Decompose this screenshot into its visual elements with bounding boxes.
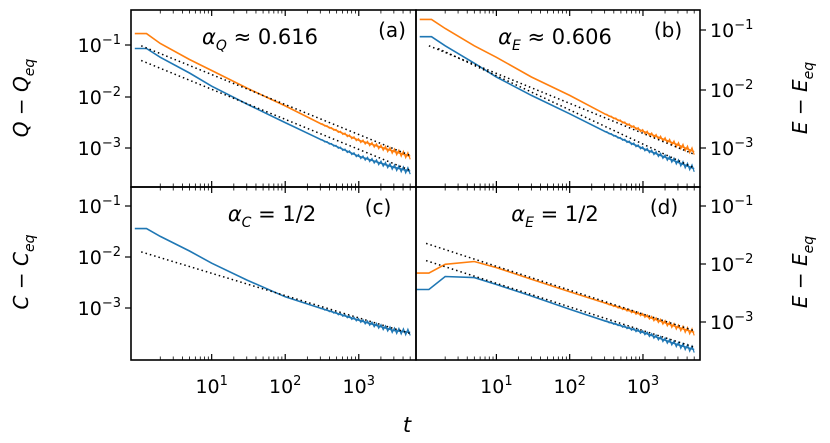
series-line bbox=[134, 47, 411, 172]
y-axis-label: Q − Qeq bbox=[9, 59, 38, 138]
fit-line bbox=[437, 47, 695, 169]
y-tick-label: 10−1 bbox=[78, 194, 121, 218]
series-group bbox=[134, 32, 411, 175]
series-line bbox=[416, 260, 695, 334]
y-ticks: 10−1 10−2 10−3 bbox=[700, 18, 753, 160]
exponent-annotation: αQ ≈ 0.616 bbox=[202, 25, 318, 54]
series-noise bbox=[320, 139, 411, 175]
series-group bbox=[134, 227, 411, 337]
panel-tag: (d) bbox=[650, 195, 678, 219]
fit-line bbox=[425, 259, 695, 348]
plots-layer: 10−1 10−2 10−3 (a) αQ ≈ 0.616 Q − Qeq 10−1 10−2… bbox=[9, 10, 817, 398]
y-axis-label: E − Eeq bbox=[788, 236, 817, 308]
x-axis-label: t bbox=[403, 413, 412, 437]
panel-b: 10−1 10−2 10−3 (b) αE ≈ 0.606 E − Eeq bbox=[419, 10, 817, 187]
x-tick-label: 103 bbox=[343, 374, 375, 398]
y-tick-label: 10−3 bbox=[710, 136, 753, 160]
frames-layer bbox=[130, 9, 701, 361]
y-tick-label: 10−1 bbox=[710, 18, 753, 42]
panel-tag: (c) bbox=[365, 195, 392, 219]
exponent-annotation: αE ≈ 0.606 bbox=[498, 25, 612, 54]
series-line bbox=[134, 227, 411, 334]
fit-line bbox=[425, 242, 695, 332]
panel-tag: (a) bbox=[378, 18, 406, 42]
y-tick-label: 10−1 bbox=[78, 33, 121, 57]
x-tick-label: 102 bbox=[269, 374, 301, 398]
y-tick-label: 10−2 bbox=[78, 245, 121, 269]
series-noise bbox=[604, 302, 695, 336]
y-axis-label: C − Ceq bbox=[9, 234, 38, 309]
y-tick-label: 10−2 bbox=[78, 85, 121, 109]
x-tick-label: 102 bbox=[553, 374, 585, 398]
panel-c: 10−1 10−2 10−3 (c) αC = 1/2 C − Ceq bbox=[9, 187, 417, 360]
x-tick-label: 101 bbox=[195, 374, 227, 398]
series-line bbox=[134, 32, 411, 158]
series-noise bbox=[604, 131, 695, 172]
y-tick-label: 10−3 bbox=[78, 296, 121, 320]
x-tick-labels: 101 102 103 101 102 103 bbox=[195, 374, 659, 398]
y-tick-label: 10−3 bbox=[78, 136, 121, 160]
panel-d: 10−1 10−2 10−3 (d) αE = 1/2 E − Eeq bbox=[416, 187, 817, 360]
fit-line bbox=[140, 59, 411, 172]
series-noise bbox=[604, 320, 695, 353]
fit-line bbox=[140, 45, 411, 157]
series-group bbox=[419, 18, 695, 172]
y-ticks: 10−1 10−2 10−3 bbox=[78, 33, 131, 160]
series-noise bbox=[320, 307, 411, 337]
exponent-annotation: αE = 1/2 bbox=[511, 202, 598, 231]
series-group bbox=[416, 242, 695, 353]
y-ticks: 10−1 10−2 10−3 bbox=[78, 194, 131, 320]
y-ticks: 10−1 10−2 10−3 bbox=[700, 194, 753, 334]
x-tick-label: 101 bbox=[480, 374, 512, 398]
y-axis-label: E − Eeq bbox=[788, 62, 817, 134]
panel-frame bbox=[415, 186, 701, 361]
y-tick-label: 10−1 bbox=[710, 194, 753, 218]
panel-tag: (b) bbox=[654, 18, 682, 42]
exponent-annotation: αC = 1/2 bbox=[228, 202, 316, 231]
series-noise bbox=[604, 113, 695, 155]
panel-a: 10−1 10−2 10−3 (a) αQ ≈ 0.616 Q − Qeq bbox=[9, 10, 417, 187]
y-tick-label: 10−3 bbox=[710, 310, 753, 334]
series-noise bbox=[320, 123, 411, 160]
y-tick-label: 10−2 bbox=[710, 252, 753, 276]
series-line bbox=[419, 35, 695, 170]
y-tick-label: 10−2 bbox=[710, 78, 753, 102]
fit-line bbox=[428, 45, 695, 155]
x-tick-label: 103 bbox=[627, 374, 659, 398]
fit-line bbox=[140, 251, 411, 335]
